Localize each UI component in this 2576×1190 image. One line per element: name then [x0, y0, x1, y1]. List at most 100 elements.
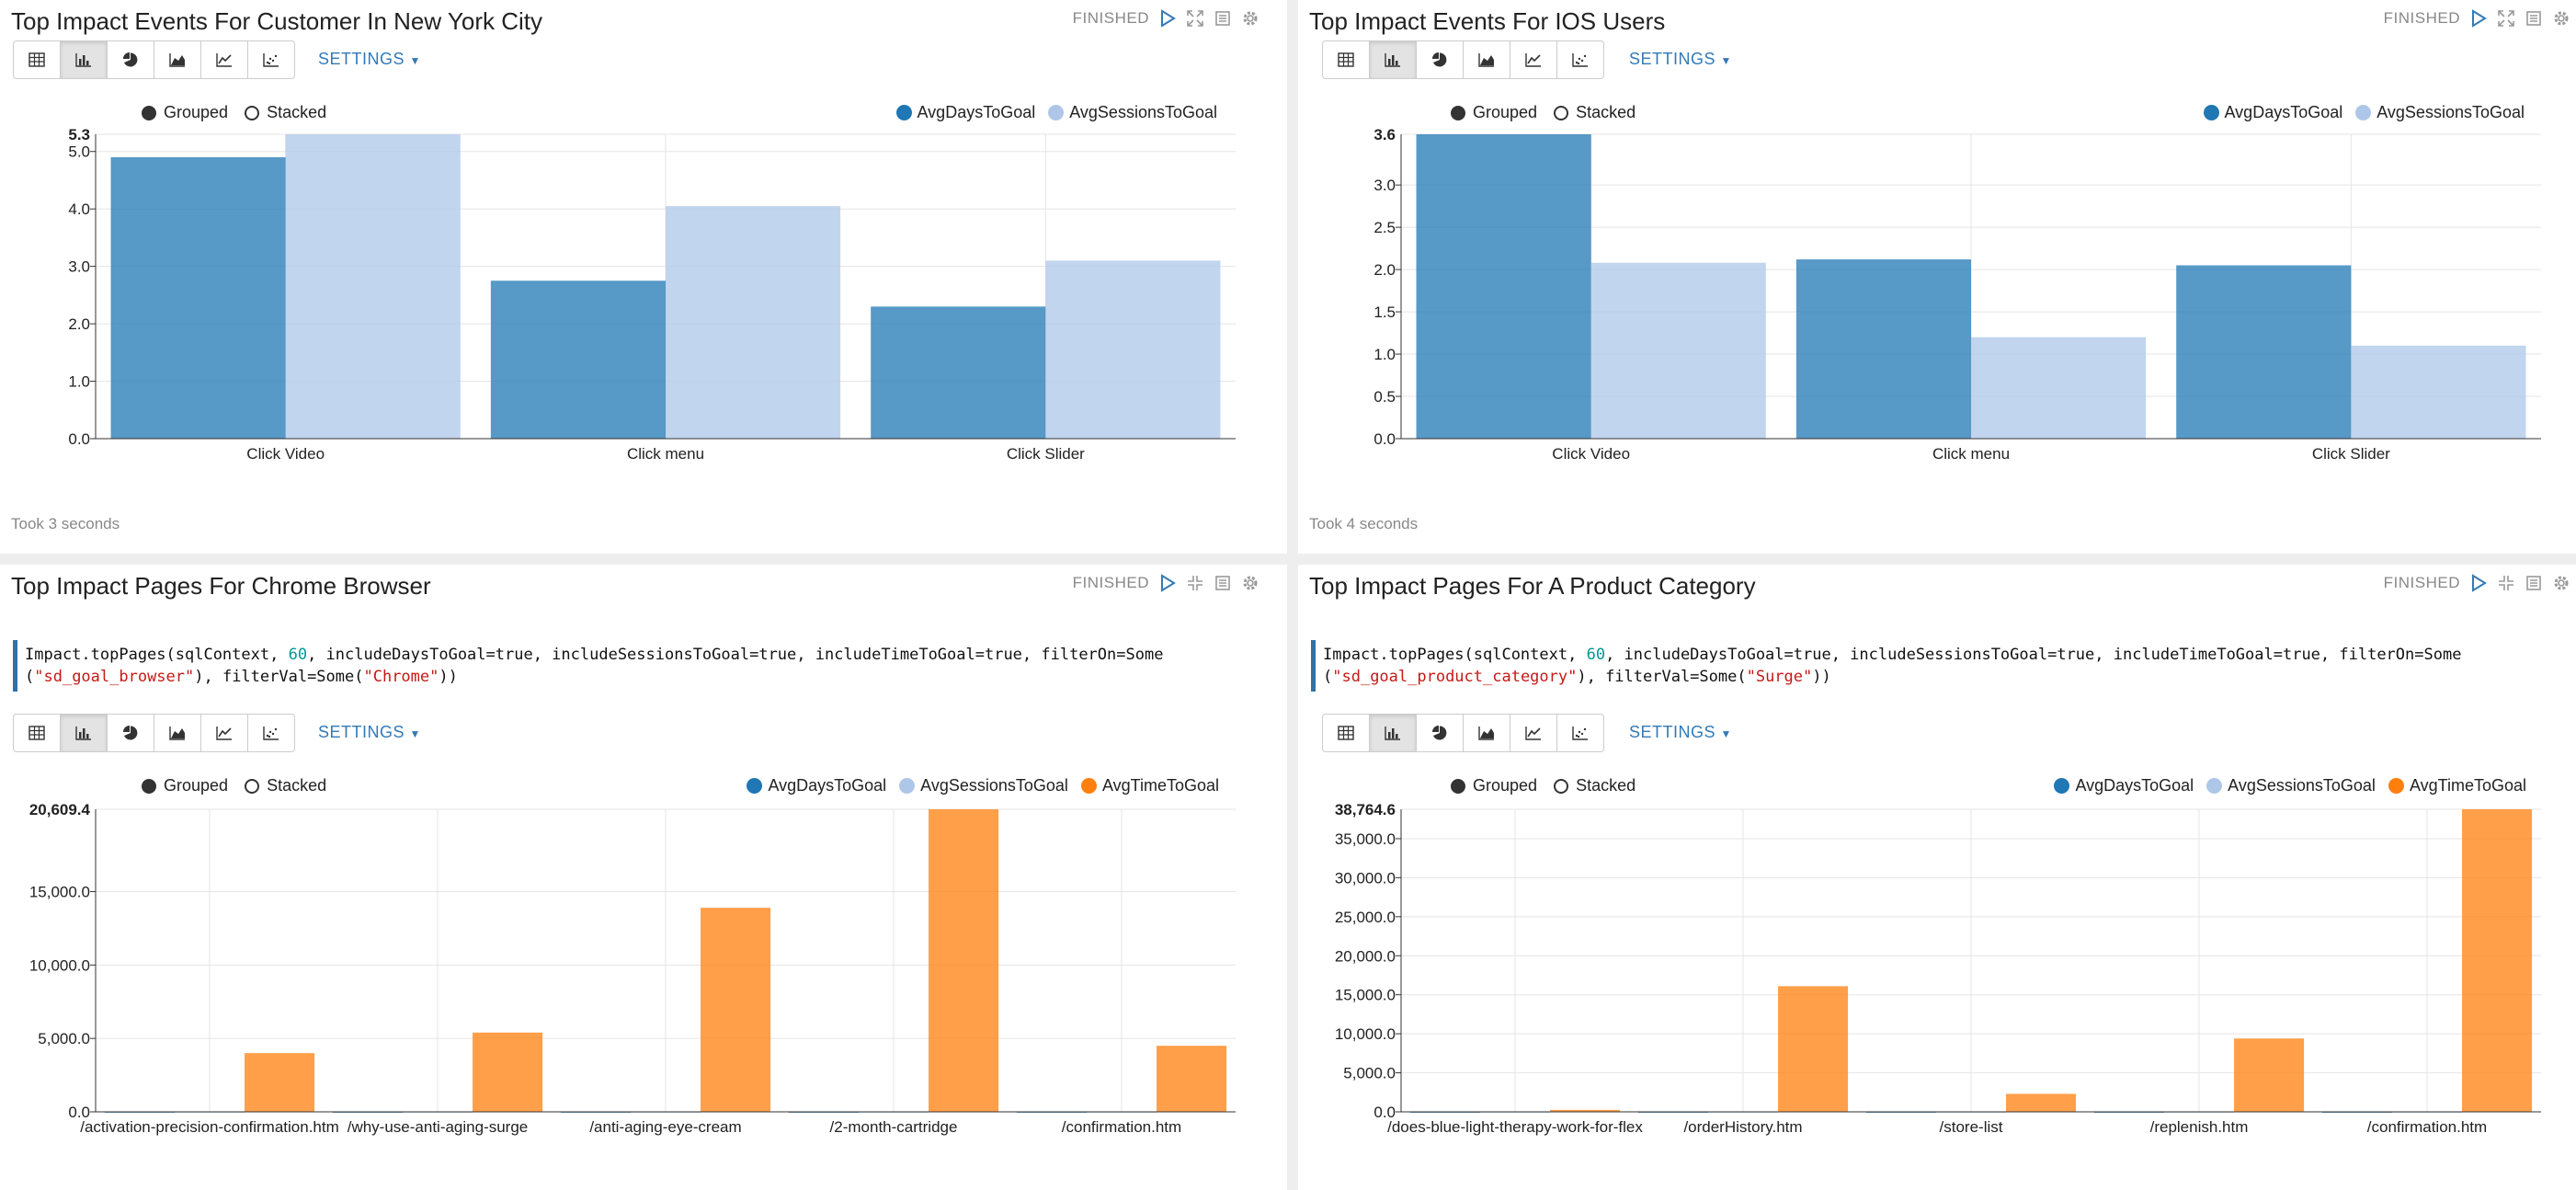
bar	[666, 206, 841, 439]
scatter-chart-view-button[interactable]	[1556, 40, 1604, 79]
stacked-radio[interactable]	[245, 105, 260, 120]
line-chart-view-button[interactable]	[200, 40, 248, 79]
x-tick-label: Click Slider	[1007, 445, 1085, 463]
legend-item[interactable]: AvgTimeToGoal	[2388, 776, 2526, 795]
x-tick-label: Click menu	[627, 445, 704, 463]
bar	[2351, 345, 2526, 439]
area-chart-view-button[interactable]	[1463, 714, 1510, 752]
book-icon[interactable]	[1214, 9, 1232, 28]
gear-icon[interactable]	[2552, 574, 2570, 592]
code-string: "Surge"	[1746, 668, 1813, 686]
bar-chart-view-button[interactable]	[1369, 714, 1417, 752]
table-view-button[interactable]	[1322, 714, 1370, 752]
x-tick-label: Click menu	[1932, 445, 2010, 463]
line-chart-view-button[interactable]	[200, 714, 248, 752]
book-icon[interactable]	[2525, 9, 2543, 28]
settings-dropdown[interactable]: SETTINGS ▼	[1629, 50, 1732, 69]
grouped-radio[interactable]	[1451, 778, 1465, 794]
y-tick-label: 1.0	[1373, 346, 1396, 363]
grouped-radio[interactable]	[142, 778, 156, 794]
line-chart-view-button[interactable]	[1510, 40, 1557, 79]
legend-item[interactable]: AvgDaysToGoal	[747, 776, 886, 795]
area-chart-view-button[interactable]	[154, 40, 201, 79]
paragraph-panel: Top Impact Events For IOS Users FINISHED…	[1298, 0, 2576, 554]
code-token: Impact.topPages(sqlContext,	[25, 646, 289, 664]
code-editor[interactable]: Impact.topPages(sqlContext, 60, includeD…	[1311, 640, 2567, 692]
y-tick-label: 0.0	[68, 1104, 90, 1121]
gear-icon[interactable]	[1241, 574, 1260, 592]
pie-chart-view-button[interactable]	[1416, 40, 1464, 79]
legend-item[interactable]: AvgTimeToGoal	[1080, 776, 1219, 795]
area-chart-view-button[interactable]	[154, 714, 201, 752]
stacked-label: Stacked	[1576, 776, 1636, 795]
table-view-button[interactable]	[1322, 40, 1370, 79]
table-view-button[interactable]	[13, 40, 61, 79]
legend-item[interactable]: AvgDaysToGoal	[895, 103, 1035, 122]
bar	[1590, 262, 1766, 439]
stacked-radio[interactable]	[1554, 105, 1569, 120]
panel-title: Top Impact Events For Customer In New Yo…	[11, 7, 542, 35]
legend-item[interactable]: AvgSessionsToGoal	[2355, 103, 2525, 122]
execution-time: Took 3 seconds	[11, 515, 120, 532]
scatter-chart-view-button[interactable]	[247, 714, 295, 752]
scatter-chart-view-button[interactable]	[247, 40, 295, 79]
stacked-radio[interactable]	[1554, 778, 1569, 794]
settings-dropdown[interactable]: SETTINGS ▼	[318, 723, 421, 742]
y-tick-label: 2.5	[1373, 219, 1396, 236]
bar-chart-view-button[interactable]	[60, 714, 108, 752]
code-token: (	[25, 668, 35, 686]
scatter-chart-view-button[interactable]	[1556, 714, 1604, 752]
y-tick-label: 25,000.0	[1335, 909, 1396, 926]
stacked-radio[interactable]	[245, 778, 260, 794]
book-icon[interactable]	[2525, 574, 2543, 592]
bar	[1157, 1046, 1227, 1112]
grouped-label: Grouped	[164, 776, 229, 795]
panel-status-bar: FINISHED	[2384, 574, 2570, 592]
pie-chart-view-button[interactable]	[107, 40, 154, 79]
caret-down-icon: ▼	[1720, 54, 1732, 67]
legend-item[interactable]: AvgDaysToGoal	[2054, 776, 2194, 795]
legend-item[interactable]: AvgSessionsToGoal	[1048, 103, 1217, 122]
grouped-radio[interactable]	[142, 105, 156, 120]
pie-chart-icon	[122, 725, 139, 741]
gear-icon[interactable]	[2552, 9, 2570, 28]
expand-icon[interactable]	[2497, 9, 2515, 28]
y-tick-label: 10,000.0	[1335, 1025, 1396, 1043]
bar-chart: 0.0 0.5 1.0 1.5 2.0 2.5 3.0 3.6 Click Video Click…	[1373, 126, 2541, 463]
run-icon[interactable]	[1158, 574, 1177, 592]
legend-item[interactable]: AvgSessionsToGoal	[899, 776, 1068, 795]
run-icon[interactable]	[1158, 9, 1177, 28]
settings-label: SETTINGS	[1629, 50, 1716, 68]
pie-chart-view-button[interactable]	[107, 714, 154, 752]
chart-type-toolbar	[1322, 714, 1604, 752]
stacked-label: Stacked	[267, 103, 327, 121]
bar-chart-view-button[interactable]	[60, 40, 108, 79]
settings-dropdown[interactable]: SETTINGS ▼	[1629, 723, 1732, 742]
code-editor[interactable]: Impact.topPages(sqlContext, 60, includeD…	[13, 640, 1272, 692]
grouped-radio[interactable]	[1451, 105, 1465, 120]
y-tick-label: 2.0	[68, 315, 90, 333]
legend-dot-icon	[2203, 105, 2219, 120]
settings-dropdown[interactable]: SETTINGS ▼	[318, 50, 421, 69]
y-tick-label: 0.5	[1373, 388, 1396, 406]
book-icon[interactable]	[1214, 574, 1232, 592]
legend-item[interactable]: AvgDaysToGoal	[2203, 103, 2342, 122]
gear-icon[interactable]	[1241, 9, 1260, 28]
run-icon[interactable]	[2469, 574, 2488, 592]
shrink-icon[interactable]	[1186, 574, 1204, 592]
table-view-button[interactable]	[13, 714, 61, 752]
status-label: FINISHED	[1072, 574, 1149, 591]
run-icon[interactable]	[2469, 9, 2488, 28]
shrink-icon[interactable]	[2497, 574, 2515, 592]
y-tick-label: 20,000.0	[1335, 947, 1396, 965]
bar-chart-view-button[interactable]	[1369, 40, 1417, 79]
area-chart-view-button[interactable]	[1463, 40, 1510, 79]
bar-chart: 0.0 5,000.0 10,000.0 15,000.0 20,609.4/activ…	[29, 801, 1236, 1136]
expand-icon[interactable]	[1186, 9, 1204, 28]
code-string: "Chrome"	[363, 668, 439, 686]
y-tick-label: 2.0	[1373, 261, 1396, 279]
line-chart-view-button[interactable]	[1510, 714, 1557, 752]
legend-item[interactable]: AvgSessionsToGoal	[2206, 776, 2376, 795]
code-line: ("sd_goal_browser"), filterVal=Some("Chr…	[25, 668, 458, 686]
pie-chart-view-button[interactable]	[1416, 714, 1464, 752]
